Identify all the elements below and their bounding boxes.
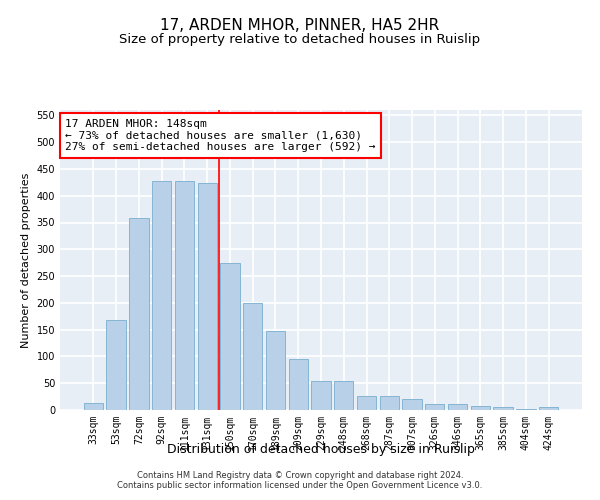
Text: 17 ARDEN MHOR: 148sqm
← 73% of detached houses are smaller (1,630)
27% of semi-d: 17 ARDEN MHOR: 148sqm ← 73% of detached …	[65, 119, 376, 152]
Text: 17, ARDEN MHOR, PINNER, HA5 2HR: 17, ARDEN MHOR, PINNER, HA5 2HR	[160, 18, 440, 32]
Bar	[289, 359, 308, 410]
Bar	[403, 400, 422, 410]
Bar	[197, 183, 217, 410]
Text: Size of property relative to detached houses in Ruislip: Size of property relative to detached ho…	[119, 32, 481, 46]
Bar	[357, 396, 376, 410]
Text: Distribution of detached houses by size in Ruislip: Distribution of detached houses by size …	[167, 442, 475, 456]
Bar	[220, 262, 239, 410]
Bar	[470, 406, 490, 410]
Y-axis label: Number of detached properties: Number of detached properties	[21, 172, 31, 348]
Bar	[243, 303, 262, 410]
Bar	[516, 409, 536, 410]
Bar	[84, 402, 103, 410]
Bar	[266, 330, 285, 410]
Bar	[175, 180, 194, 410]
Bar	[425, 404, 445, 410]
Bar	[448, 404, 467, 410]
Text: Contains HM Land Registry data © Crown copyright and database right 2024.
Contai: Contains HM Land Registry data © Crown c…	[118, 470, 482, 490]
Bar	[380, 396, 399, 410]
Bar	[129, 218, 149, 410]
Bar	[493, 408, 513, 410]
Bar	[311, 381, 331, 410]
Bar	[106, 320, 126, 410]
Bar	[334, 381, 353, 410]
Bar	[152, 180, 172, 410]
Bar	[539, 407, 558, 410]
